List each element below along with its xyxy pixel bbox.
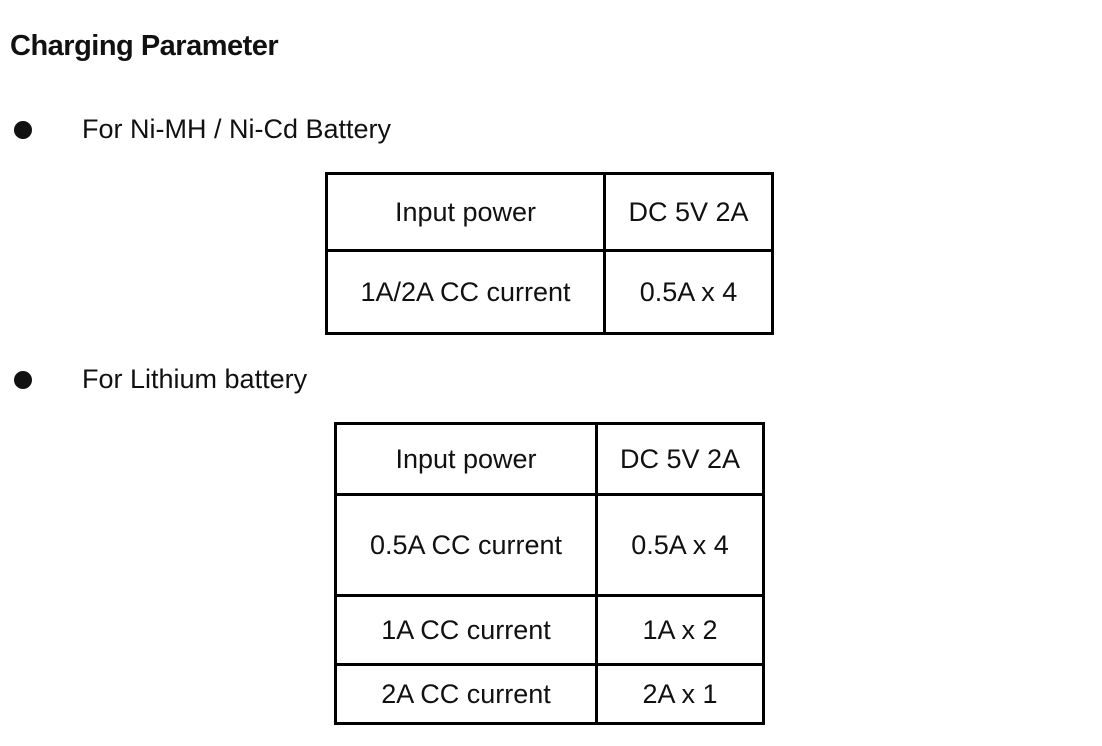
table-cell: Input power	[334, 422, 598, 496]
page-title: Charging Parameter	[10, 30, 279, 62]
table-row: 0.5A CC current 0.5A x 4	[334, 493, 765, 597]
table-row: Input power DC 5V 2A	[325, 172, 774, 252]
section-label-lithium: For Lithium battery	[82, 364, 308, 394]
table-row: 2A CC current 2A x 1	[334, 663, 765, 725]
table-row: 1A CC current 1A x 2	[334, 594, 765, 666]
table-row: 1A/2A CC current 0.5A x 4	[325, 249, 774, 335]
bullet-icon	[14, 371, 32, 389]
table-cell: 0.5A CC current	[334, 493, 598, 597]
bullet-icon	[14, 121, 32, 139]
table-row: Input power DC 5V 2A	[334, 422, 765, 496]
lithium-table: Input power DC 5V 2A 0.5A CC current 0.5…	[334, 422, 765, 725]
table-cell: 0.5A x 4	[595, 493, 765, 597]
table-cell: DC 5V 2A	[603, 172, 774, 252]
table-cell: 0.5A x 4	[603, 249, 774, 335]
section-label-nimh: For Ni-MH / Ni-Cd Battery	[82, 114, 392, 144]
table-cell: 2A x 1	[595, 663, 765, 725]
table-cell: 2A CC current	[334, 663, 598, 725]
table-cell: 1A x 2	[595, 594, 765, 666]
table-cell: Input power	[325, 172, 606, 252]
table-cell: 1A CC current	[334, 594, 598, 666]
table-cell: DC 5V 2A	[595, 422, 765, 496]
nimh-table: Input power DC 5V 2A 1A/2A CC current 0.…	[325, 172, 774, 335]
table-cell: 1A/2A CC current	[325, 249, 606, 335]
